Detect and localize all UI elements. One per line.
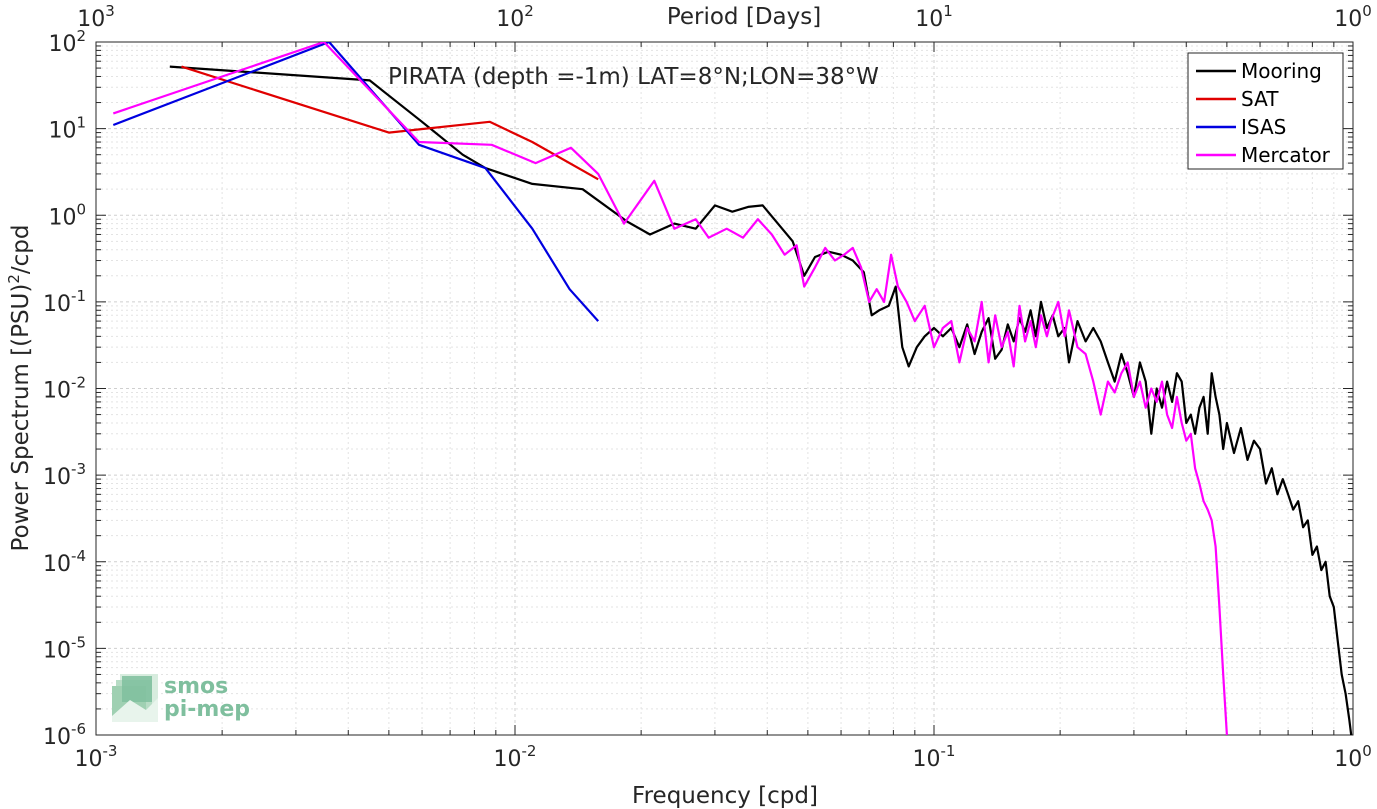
series-line-mercator: [112, 42, 1228, 735]
y-tick-label: 10-4: [43, 547, 86, 577]
top-tick-label-base: 10: [1334, 7, 1362, 32]
series-line-mooring: [169, 65, 1353, 735]
y-tick-label-exp: -1: [71, 287, 86, 305]
x-tick-labels: 10-3 10-2 10-1 100: [75, 742, 1372, 772]
y-tick-label-exp: 2: [76, 27, 86, 45]
y-tick-label-exp: -6: [71, 720, 86, 738]
legend-entries: Mooring SAT ISAS Mercator: [1196, 59, 1331, 167]
y-tick-label-exp: -3: [71, 460, 86, 478]
top-tick-labels: 103 102 101 100: [77, 2, 1372, 32]
y-tick-label: 10-6: [43, 720, 86, 750]
y-tick-label: 102: [48, 27, 86, 57]
x-tick-label-exp: -3: [103, 742, 118, 760]
legend-label-mercator: Mercator: [1241, 143, 1331, 167]
y-tick-label-base: 10: [43, 379, 71, 404]
top-tick-label-base: 10: [915, 7, 943, 32]
top-axis-title: Period [Days]: [667, 4, 821, 30]
chart-title: PIRATA (depth =-1m) LAT=8°N;LON=38°W: [388, 64, 879, 90]
y-tick-label-base: 10: [43, 292, 71, 317]
y-tick-label-exp: -2: [71, 374, 86, 392]
y-tick-label-exp: -4: [71, 547, 86, 565]
x-tick-label-exp: -1: [941, 742, 956, 760]
y-axis-title-main: Power Spectrum [(PSU): [8, 284, 34, 552]
series-line-isas: [112, 42, 600, 322]
series-group: [112, 42, 1353, 735]
top-tick-label-exp: 2: [524, 2, 534, 20]
top-tick-label-base: 10: [77, 7, 105, 32]
x-tick-label: 10-3: [75, 742, 118, 772]
x-tick-label-base: 10: [1334, 747, 1362, 772]
y-tick-label: 10-1: [43, 287, 86, 317]
y-tick-label: 10-5: [43, 633, 86, 663]
x-tick-label-base: 10: [75, 747, 103, 772]
x-tick-label-base: 10: [913, 747, 941, 772]
legend-label-isas: ISAS: [1241, 115, 1286, 139]
y-tick-label-exp: -5: [71, 633, 86, 651]
y-axis-title-sup: 2: [5, 274, 23, 284]
top-tick-label-base: 10: [496, 7, 524, 32]
y-tick-label-exp: 0: [76, 200, 86, 218]
logo-text-smos: smos: [164, 674, 228, 699]
top-tick-label: 102: [496, 2, 534, 32]
y-tick-label-base: 10: [48, 32, 76, 57]
legend-box: [1187, 52, 1344, 170]
x-tick-label: 100: [1334, 742, 1372, 772]
y-tick-label-base: 10: [43, 552, 71, 577]
legend: Mooring SAT ISAS Mercator: [1187, 52, 1344, 170]
y-tick-label-base: 10: [48, 205, 76, 230]
y-tick-label-base: 10: [43, 725, 71, 750]
y-tick-label-base: 10: [43, 465, 71, 490]
smos-pimep-logo: smos pi-mep: [112, 674, 250, 722]
y-axis-title-tail: /cpd: [8, 225, 34, 275]
axis-ticks: [95, 41, 1354, 736]
y-tick-label-base: 10: [43, 638, 71, 663]
y-tick-label-exp: 1: [76, 114, 86, 132]
top-tick-label-exp: 0: [1362, 2, 1372, 20]
x-tick-label: 10-1: [913, 742, 956, 772]
x-tick-label-exp: 0: [1362, 742, 1372, 760]
y-tick-label: 100: [48, 200, 86, 230]
top-tick-label-exp: 1: [943, 2, 953, 20]
top-tick-label: 100: [1334, 2, 1372, 32]
y-tick-label-base: 10: [48, 119, 76, 144]
y-tick-label: 10-2: [43, 374, 86, 404]
x-tick-label-exp: -2: [522, 742, 537, 760]
top-tick-label-exp: 3: [105, 2, 115, 20]
x-tick-label: 10-2: [494, 742, 537, 772]
y-axis-title: Power Spectrum [(PSU)2/cpd: [5, 225, 34, 552]
x-axis-title: Frequency [cpd]: [632, 783, 818, 809]
legend-label-mooring: Mooring: [1241, 59, 1322, 83]
top-tick-label: 101: [915, 2, 953, 32]
legend-label-sat: SAT: [1241, 87, 1279, 111]
y-tick-label: 10-3: [43, 460, 86, 490]
logo-text-pimep: pi-mep: [164, 697, 250, 722]
logo-mark-icon: [112, 674, 158, 722]
x-tick-label-base: 10: [494, 747, 522, 772]
top-tick-label: 103: [77, 2, 115, 32]
y-tick-label: 101: [48, 114, 86, 144]
